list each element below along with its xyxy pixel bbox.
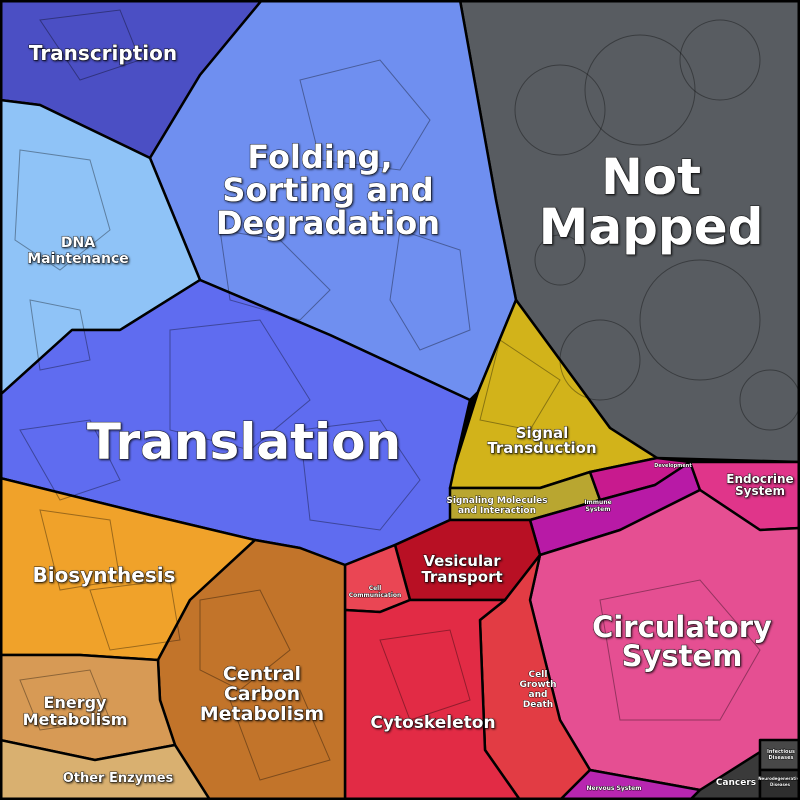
region-infectious[interactable]: [758, 738, 800, 772]
label-vesicular-line2: Transport: [421, 568, 502, 586]
label-ccm-line2: Carbon: [224, 683, 300, 705]
label-neurodegenerative-line2: Diseases: [770, 782, 791, 787]
label-cancers: Cancers: [716, 778, 756, 788]
label-development: Development: [654, 463, 692, 469]
label-circulatory-line2: System: [622, 639, 743, 673]
label-signal-line1: Signal: [516, 424, 569, 442]
label-energy-line1: Energy: [44, 693, 108, 712]
label-not-mapped-line1: Not: [601, 148, 701, 206]
subcells: [14, 9, 800, 781]
label-transcription: Transcription: [29, 41, 177, 65]
label-cell-growth-line2: Growth: [519, 680, 556, 690]
label-other-enzymes: Other Enzymes: [63, 771, 174, 786]
labels: Transcription Folding, Sorting and Degra…: [22, 41, 800, 793]
region-other-enzymes[interactable]: [0, 738, 212, 800]
label-endocrine-line1: Endocrine: [726, 472, 793, 486]
label-signaling-molecules-line1: Signaling Molecules: [446, 496, 547, 506]
region-neurodegenerative[interactable]: [758, 768, 800, 800]
label-cell-growth-line3: and: [529, 690, 548, 700]
label-signaling-molecules-line2: and Interaction: [458, 506, 536, 516]
label-neurodegenerative-line1: Neurodegenerative: [758, 776, 800, 781]
label-not-mapped-line2: Mapped: [539, 198, 764, 256]
label-ccm-line3: Metabolism: [200, 703, 324, 725]
label-folding-line3: Degradation: [216, 204, 440, 242]
label-dna-line1: DNA: [61, 235, 95, 251]
label-biosynthesis: Biosynthesis: [32, 563, 175, 587]
region-nervous[interactable]: [558, 768, 702, 800]
label-immune-line2: System: [586, 506, 611, 513]
label-endocrine-line2: System: [735, 484, 785, 498]
label-cell-communication-line1: Cell: [369, 585, 382, 592]
label-circulatory-line1: Circulatory: [592, 610, 772, 644]
label-folding-line1: Folding,: [247, 138, 392, 176]
label-ccm-line1: Central: [223, 663, 301, 685]
label-energy-line2: Metabolism: [23, 710, 128, 729]
label-vesicular-line1: Vesicular: [423, 552, 501, 570]
label-cell-growth-line1: Cell: [529, 670, 548, 680]
label-cell-growth-line4: Death: [523, 700, 553, 710]
label-dna-line2: Maintenance: [27, 251, 129, 267]
label-cell-communication-line2: Communication: [349, 592, 402, 599]
region-cancers[interactable]: [688, 750, 762, 800]
label-immune-line1: Immune: [584, 499, 611, 506]
label-translation: Translation: [87, 413, 401, 471]
region-cytoskeleton[interactable]: [343, 598, 522, 800]
label-signal-line2: Transduction: [487, 439, 596, 457]
label-folding-line2: Sorting and: [222, 171, 433, 209]
label-cytoskeleton: Cytoskeleton: [370, 713, 495, 733]
label-infectious-line2: Diseases: [769, 755, 794, 761]
label-nervous-system: Nervous System: [586, 785, 641, 792]
label-infectious-line1: Infectious: [767, 749, 795, 755]
